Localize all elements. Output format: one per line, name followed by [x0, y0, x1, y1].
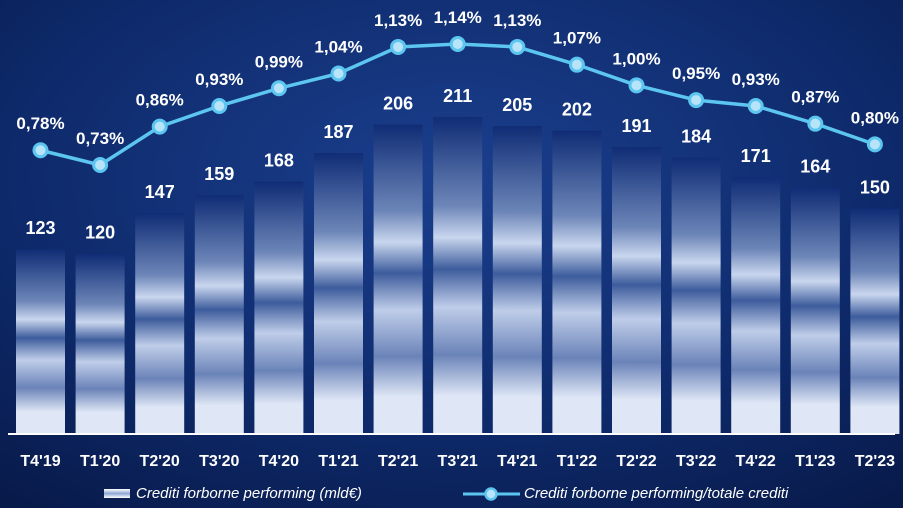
line-point-3 [211, 97, 228, 114]
bar-value-label-9: 202 [562, 100, 592, 120]
line-value-label-13: 0,87% [791, 88, 839, 107]
line-value-label-2: 0,86% [136, 91, 184, 110]
bar-value-label-4: 168 [264, 151, 294, 171]
legend-line-label: Crediti forborne performing/totale credi… [524, 485, 789, 502]
bar-2 [135, 213, 185, 434]
line-value-label-8: 1,13% [493, 11, 541, 30]
line-point-9 [568, 56, 585, 73]
line-value-label-12: 0,93% [732, 70, 780, 89]
bar-7 [433, 117, 483, 434]
bar-4 [254, 181, 304, 434]
line-value-label-3: 0,93% [195, 70, 243, 89]
line-point-2 [151, 118, 168, 135]
bar-3 [194, 195, 244, 434]
bar-value-label-0: 123 [25, 218, 55, 238]
bar-6 [373, 124, 423, 435]
line-point-7 [449, 36, 466, 52]
line-point-4 [270, 80, 287, 97]
line-point-5 [330, 65, 347, 82]
x-tick-label-12: T4'22 [736, 453, 776, 470]
legend: Crediti forborne performing (mld€) Credi… [104, 485, 789, 502]
x-axis-tick-labels: T4'19 T1'20 T2'20 T3'20 T4'20 T1'21 T2'21 T3'21… [20, 453, 895, 470]
line-point-10 [628, 77, 645, 94]
line-value-label-9: 1,07% [553, 29, 601, 48]
x-tick-label-2: T2'20 [140, 453, 180, 470]
x-tick-label-0: T4'19 [20, 453, 60, 470]
bar-value-label-11: 184 [681, 127, 711, 147]
x-tick-label-6: T2'21 [378, 453, 418, 470]
bar-14 [850, 208, 900, 434]
line-point-8 [509, 38, 526, 55]
line-series [32, 36, 883, 173]
x-tick-label-5: T1'21 [318, 453, 358, 470]
bar-value-label-10: 191 [621, 116, 651, 136]
x-tick-label-7: T3'21 [438, 453, 478, 470]
bar-value-label-14: 150 [860, 178, 890, 198]
line-value-label-0: 0,78% [16, 114, 64, 133]
line-value-label-14: 0,80% [851, 108, 899, 127]
x-tick-label-10: T2'22 [616, 453, 656, 470]
line-value-label-1: 0,73% [76, 129, 124, 148]
x-tick-label-8: T4'21 [497, 453, 537, 470]
x-tick-label-14: T2'23 [855, 453, 895, 470]
x-tick-label-13: T1'23 [795, 453, 835, 470]
line-point-1 [92, 157, 109, 173]
bar-value-label-12: 171 [741, 146, 771, 166]
line-point-12 [747, 97, 764, 114]
x-tick-label-9: T1'22 [557, 453, 597, 470]
line-point-0 [32, 142, 49, 159]
line-value-label-7: 1,14% [434, 8, 482, 27]
bar-0 [16, 249, 65, 434]
x-tick-label-4: T4'20 [259, 453, 299, 470]
line-point-6 [390, 38, 407, 55]
bar-value-label-6: 206 [383, 94, 413, 114]
legend-line-marker [484, 487, 498, 501]
bar-value-label-3: 159 [204, 164, 234, 184]
x-tick-label-1: T1'20 [80, 453, 120, 470]
line-value-label-4: 0,99% [255, 52, 303, 71]
bar-value-label-1: 120 [85, 223, 115, 243]
bar-value-label-5: 187 [323, 122, 353, 142]
bar-12 [731, 177, 781, 434]
bar-value-label-8: 205 [502, 95, 532, 115]
bar-11 [671, 157, 721, 435]
bar-value-label-2: 147 [145, 182, 175, 202]
bar-1 [75, 253, 125, 434]
line-value-label-11: 0,95% [672, 64, 720, 83]
bar-10 [612, 147, 661, 434]
bar-5 [314, 153, 363, 434]
bar-13 [790, 187, 840, 434]
legend-bar-swatch [104, 489, 130, 498]
line-point-11 [688, 92, 705, 109]
line-value-label-10: 1,00% [612, 49, 660, 68]
legend-bar-label: Crediti forborne performing (mld€) [136, 485, 362, 502]
x-tick-label-3: T3'20 [199, 453, 239, 470]
line-point-14 [866, 136, 883, 153]
line-value-label-5: 1,04% [314, 38, 362, 57]
bar-value-label-13: 164 [800, 157, 830, 177]
bar-value-labels: 123 120 147 159 168 187 206 211 205 202 191 184 171 1… [25, 86, 889, 243]
line-value-labels: 0,78% 0,73% 0,86% 0,93% 0,99% 1,04% 1,13% 1,14%… [16, 8, 899, 148]
bar-value-label-7: 211 [443, 86, 472, 106]
line-value-label-6: 1,13% [374, 11, 422, 30]
bar-series [16, 117, 900, 435]
bar-9 [552, 130, 602, 434]
bar-8 [492, 126, 542, 434]
x-tick-label-11: T3'22 [676, 453, 716, 470]
line-point-13 [807, 115, 824, 132]
